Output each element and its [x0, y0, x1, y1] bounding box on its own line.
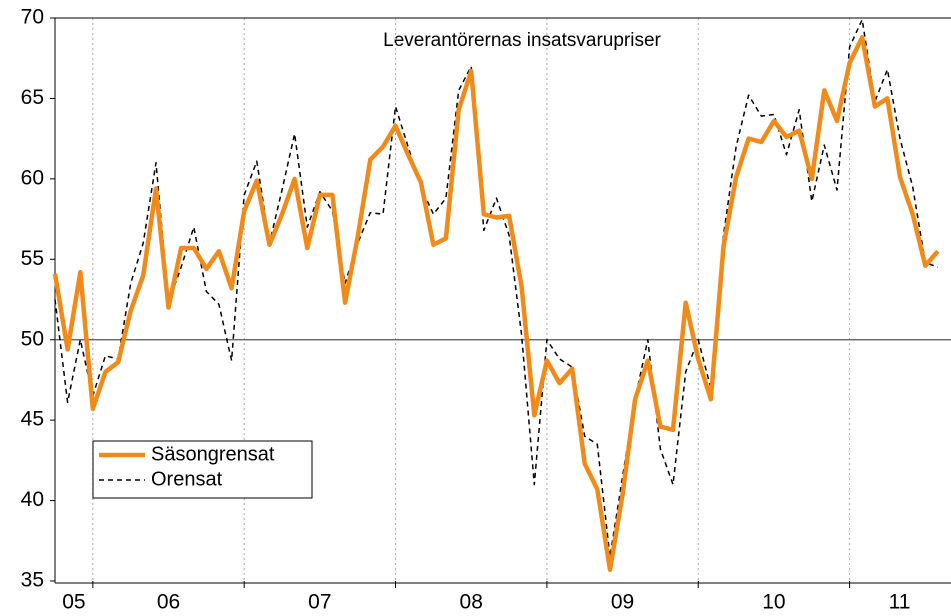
x-tick-label: 10 [762, 591, 785, 614]
y-tick-label: 60 [21, 166, 44, 189]
legend-label: Orensat [151, 468, 223, 490]
y-tick-label: 45 [21, 408, 44, 431]
x-tick-label: 05 [62, 591, 85, 614]
chart-title: Leverantörernas insatsvarupriser [383, 30, 661, 51]
y-tick-label: 55 [21, 247, 44, 270]
x-tick-label: 06 [157, 591, 180, 614]
legend-label: Säsongrensat [151, 443, 275, 465]
series-line [52, 35, 940, 572]
legend-box [92, 440, 313, 499]
legend: Säsongrensat Orensat [92, 440, 313, 499]
x-tick-label: 07 [308, 591, 331, 614]
x-tick-label: 09 [611, 591, 634, 614]
y-tick-label: 65 [21, 86, 44, 109]
y-tick-label: 35 [21, 569, 44, 592]
y-tick-label: 70 [21, 6, 44, 29]
y-tick-label: 50 [21, 327, 44, 350]
x-tick-label: 11 [889, 591, 911, 614]
series-line [54, 18, 939, 558]
x-tick-label: 08 [460, 591, 483, 614]
y-tick-label: 40 [21, 488, 44, 511]
